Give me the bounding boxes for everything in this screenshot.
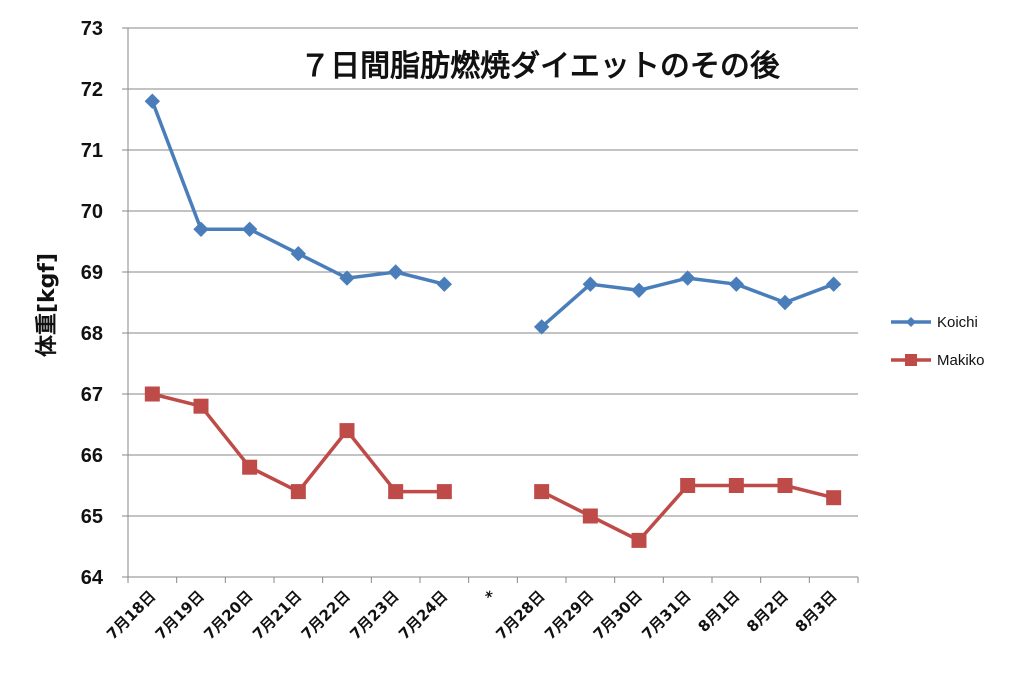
data-point bbox=[436, 276, 453, 292]
data-point bbox=[436, 484, 452, 500]
chart-title: ７日間脂肪燃焼ダイエットのその後 bbox=[300, 49, 781, 84]
data-point bbox=[631, 532, 647, 548]
legend-item-makiko: Makiko bbox=[891, 352, 985, 369]
x-tick-label: 7月20日 bbox=[200, 587, 256, 643]
data-point bbox=[193, 221, 209, 238]
data-point bbox=[826, 490, 842, 506]
series-makiko bbox=[144, 386, 842, 548]
data-point bbox=[728, 478, 744, 493]
y-tick-label: 66 bbox=[81, 445, 103, 467]
data-point bbox=[290, 484, 306, 500]
y-tick-label: 70 bbox=[81, 201, 103, 223]
y-tick-label: 64 bbox=[81, 567, 104, 589]
legend-label: Koichi bbox=[937, 314, 978, 331]
legend-marker bbox=[905, 354, 917, 366]
axes bbox=[122, 27, 859, 583]
x-tick-label: 7月31日 bbox=[638, 587, 694, 643]
data-point bbox=[825, 276, 842, 292]
data-point bbox=[728, 276, 745, 292]
data-point bbox=[387, 264, 404, 280]
data-point bbox=[582, 276, 599, 292]
data-point bbox=[388, 484, 404, 500]
x-tick-label: 7月23日 bbox=[346, 587, 402, 643]
x-tick-label: 8月3日 bbox=[792, 587, 841, 636]
x-tick-label: * bbox=[482, 587, 500, 605]
x-tick-label: 7月19日 bbox=[152, 587, 208, 643]
series-koichi bbox=[144, 93, 842, 335]
data-point bbox=[144, 386, 160, 402]
y-tick-label: 67 bbox=[81, 384, 103, 406]
data-point bbox=[679, 270, 696, 286]
y-axis-label: 体重[kgf] bbox=[35, 253, 60, 357]
x-tick-label: 8月2日 bbox=[743, 587, 792, 636]
legend-label: Makiko bbox=[937, 352, 985, 369]
data-point bbox=[534, 484, 550, 500]
x-tick-label: 7月22日 bbox=[298, 587, 354, 643]
data-point bbox=[631, 282, 647, 299]
x-tick-label: 8月1日 bbox=[694, 587, 743, 636]
y-tick-label: 71 bbox=[81, 140, 103, 162]
x-tick-label: 7月30日 bbox=[590, 587, 646, 643]
data-point bbox=[582, 508, 598, 524]
data-point bbox=[339, 423, 355, 439]
legend-marker bbox=[906, 317, 916, 327]
data-point bbox=[777, 478, 793, 493]
data-point bbox=[242, 459, 258, 475]
x-tick-label: 7月29日 bbox=[541, 587, 597, 643]
data-point bbox=[339, 270, 355, 286]
y-tick-label: 68 bbox=[81, 323, 103, 345]
y-tick-label: 65 bbox=[81, 506, 103, 528]
legend-item-koichi: Koichi bbox=[891, 314, 978, 331]
x-tick-label: 7月24日 bbox=[395, 587, 451, 643]
data-point bbox=[241, 221, 258, 238]
data-point bbox=[777, 294, 793, 311]
x-tick-label: 7月21日 bbox=[249, 587, 305, 643]
data-point bbox=[144, 93, 161, 109]
data-point bbox=[193, 398, 209, 414]
gridlines bbox=[128, 27, 858, 517]
y-tick-label: 73 bbox=[81, 18, 103, 40]
data-point bbox=[533, 319, 550, 335]
data-point bbox=[290, 245, 307, 262]
y-tick-label: 69 bbox=[81, 262, 103, 284]
data-point bbox=[680, 478, 696, 493]
data-series bbox=[144, 93, 842, 548]
x-tick-label: 7月28日 bbox=[492, 587, 548, 643]
x-tick-label: 7月18日 bbox=[103, 587, 159, 643]
legend: Koichi Makiko bbox=[891, 314, 985, 369]
y-tick-labels: 64 65 66 67 68 69 70 71 72 73 bbox=[81, 18, 104, 589]
y-tick-label: 72 bbox=[81, 79, 103, 101]
